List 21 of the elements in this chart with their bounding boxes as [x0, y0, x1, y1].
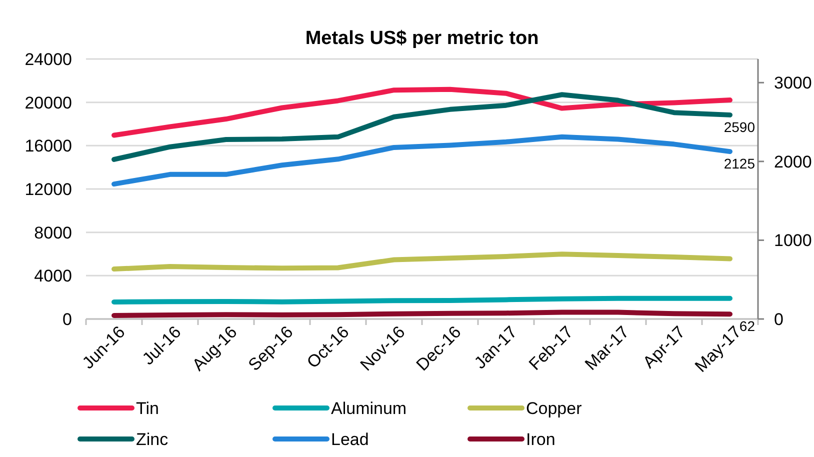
- y-tick-label: 4000: [34, 266, 72, 286]
- y2-tick-label: 3000: [774, 74, 812, 93]
- legend-label: Zinc: [136, 430, 169, 449]
- data-label: 2590: [724, 118, 756, 135]
- y2-tick-label: 1000: [774, 231, 812, 250]
- legend-label: Iron: [526, 430, 556, 449]
- y-tick-label: 8000: [34, 223, 72, 242]
- y-tick-label: 0: [62, 310, 72, 329]
- data-label: 2125: [724, 156, 756, 172]
- legend-label: Copper: [526, 399, 582, 418]
- y2-tick-label: 0: [774, 310, 784, 329]
- data-label: 62: [739, 318, 756, 334]
- y-tick-label: 20000: [24, 93, 72, 112]
- y2-tick-label: 2000: [774, 152, 812, 172]
- legend-label: Lead: [331, 430, 369, 449]
- chart-title: Metals US$ per metric ton: [305, 28, 539, 49]
- y-tick-label: 24000: [24, 50, 72, 69]
- legend-label: Tin: [136, 399, 159, 418]
- y-tick-label: 16000: [24, 136, 72, 156]
- y-tick-label: 12000: [24, 180, 72, 199]
- legend-label: Aluminum: [331, 399, 407, 418]
